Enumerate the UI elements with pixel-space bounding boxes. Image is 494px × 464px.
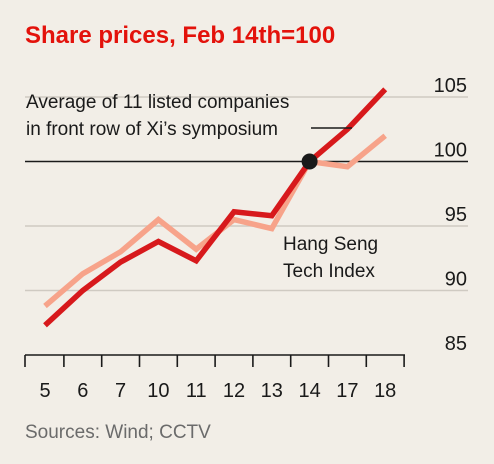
x-tick-label-14: 14 <box>298 380 320 402</box>
y-tick-label-90: 90 <box>445 269 467 291</box>
y-tick-labels: 85 90 95 100 105 <box>434 75 467 355</box>
x-tick-label-18: 18 <box>374 380 396 402</box>
series-lines <box>43 87 388 328</box>
x-tick-label-5: 5 <box>39 380 50 402</box>
x-axis: 5 6 7 10 11 12 13 14 17 18 <box>24 354 405 402</box>
x-tick-label-13: 13 <box>261 380 283 402</box>
x-tick-label-17: 17 <box>336 380 358 402</box>
series-line-average <box>43 87 388 328</box>
marker-layer <box>301 153 318 170</box>
x-tick-label-6: 6 <box>77 380 88 402</box>
y-tick-label-105: 105 <box>434 75 467 97</box>
annotation-average-line2: in front row of Xi’s symposium <box>26 119 278 140</box>
x-tick-label-7: 7 <box>115 380 126 402</box>
y-tick-label-85: 85 <box>445 333 467 355</box>
y-tick-label-95: 95 <box>445 204 467 226</box>
gridlines <box>25 96 468 292</box>
x-tick-label-12: 12 <box>223 380 245 402</box>
annotation-average-line1: Average of 11 listed companies <box>26 92 289 113</box>
source-note: Sources: Wind; CCTV <box>25 422 211 443</box>
chart-title: Share prices, Feb 14th=100 <box>25 22 336 49</box>
marker-dot-14 <box>301 153 318 170</box>
y-tick-label-100: 100 <box>434 140 467 162</box>
x-tick-label-10: 10 <box>147 380 169 402</box>
x-tick-label-11: 11 <box>186 380 207 402</box>
annotation-hang-seng-line2: Tech Index <box>283 261 375 282</box>
series-annotations: Average of 11 listed companies in front r… <box>26 92 378 282</box>
annotation-hang-seng-line1: Hang Seng <box>283 234 378 255</box>
